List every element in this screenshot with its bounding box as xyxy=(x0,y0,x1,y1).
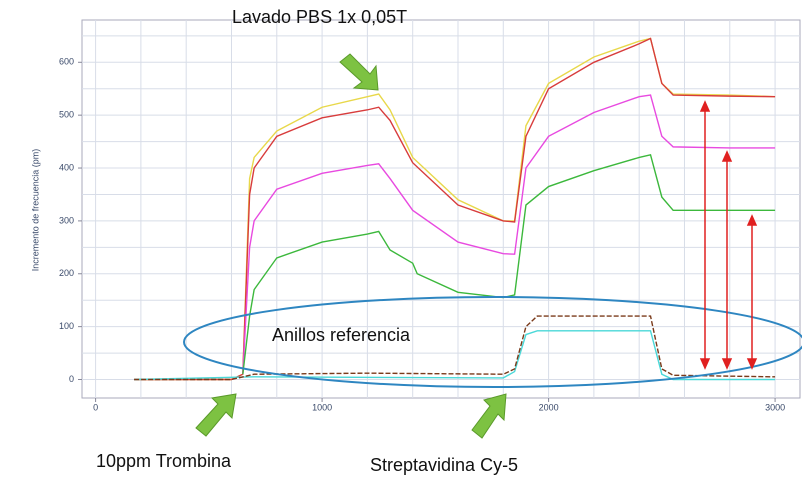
y-tick-label: 600 xyxy=(59,57,74,67)
annotation: Anillos referencia xyxy=(272,325,411,345)
arrow-head xyxy=(746,214,758,226)
green-arrows xyxy=(195,53,507,439)
arrow xyxy=(339,53,379,91)
series-line xyxy=(242,153,776,375)
y-tick-label: 0 xyxy=(69,374,74,384)
arrow xyxy=(195,393,237,437)
series-line xyxy=(134,330,776,381)
y-tick-label: 500 xyxy=(59,110,74,120)
y-tick-label: 400 xyxy=(59,162,74,172)
x-tick-label: 2000 xyxy=(539,402,559,412)
y-tick-label: 100 xyxy=(59,321,74,331)
arrow-head xyxy=(699,100,711,112)
x-tick-label: 1000 xyxy=(312,402,332,412)
y-axis-label: Incremento de frecuencia (pm) xyxy=(30,149,40,272)
arrow-head xyxy=(699,358,711,370)
annotation: 10ppm Trombina xyxy=(96,451,232,471)
red-arrows xyxy=(699,100,758,370)
x-tick-label: 3000 xyxy=(765,402,785,412)
series-line xyxy=(134,37,776,381)
plot-area xyxy=(81,19,801,399)
arrow-head xyxy=(721,150,733,162)
annotation: Lavado PBS 1x 0,05T xyxy=(232,7,407,27)
arrow-head xyxy=(746,358,758,370)
series-line xyxy=(134,315,776,381)
reference-ellipse xyxy=(183,296,802,388)
x-tick-label: 0 xyxy=(93,402,98,412)
y-tick-label: 200 xyxy=(59,268,74,278)
arrow-head xyxy=(721,358,733,370)
y-tick-label: 300 xyxy=(59,215,74,225)
annotation: Streptavidina Cy-5 xyxy=(370,455,518,475)
series-line xyxy=(242,94,776,375)
arrow xyxy=(471,393,507,439)
